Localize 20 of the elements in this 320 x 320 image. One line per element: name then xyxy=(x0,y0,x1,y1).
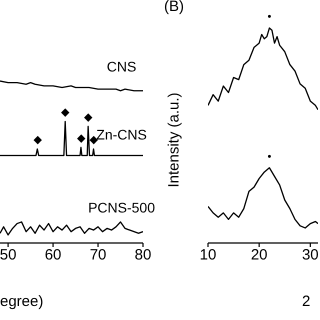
annotation: ◆ xyxy=(90,134,99,146)
x-tick-label: 70 xyxy=(90,246,106,264)
x-tick-label: 30 xyxy=(302,246,319,264)
x-tick-label: 60 xyxy=(44,246,62,264)
annotation: ◆ xyxy=(61,106,70,119)
chart-title: (B) xyxy=(164,0,184,15)
annotation: • xyxy=(267,150,272,163)
x-tick-label: 10 xyxy=(200,246,216,264)
series-label: CNS xyxy=(106,58,136,74)
x-axis-title: 2 xyxy=(302,293,310,310)
series-label: PCNS-500 xyxy=(88,199,156,216)
x-axis-title: egree) xyxy=(0,293,44,310)
x-tick-label: 80 xyxy=(134,246,152,264)
annotation: • xyxy=(267,11,272,24)
x-tick-label: 20 xyxy=(250,246,268,264)
y-axis-title: Intensity (a.u.) xyxy=(166,92,182,188)
annotation: ◆ xyxy=(84,111,94,124)
annotation: ◆ xyxy=(76,132,86,144)
annotation: ◆ xyxy=(33,134,42,146)
x-tick-label: 50 xyxy=(0,246,16,264)
